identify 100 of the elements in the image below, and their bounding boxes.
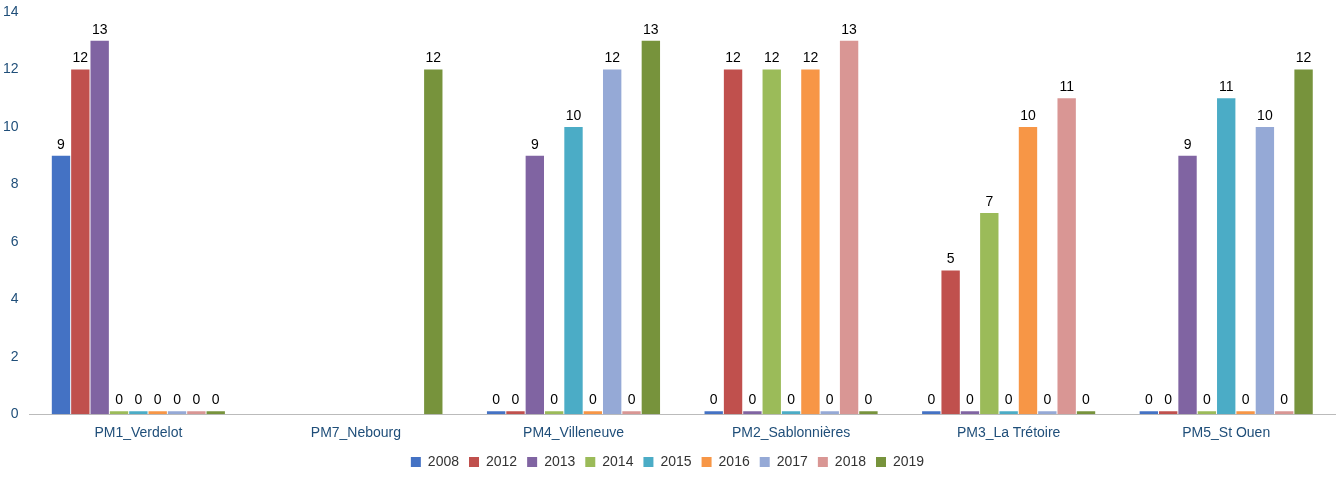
bar bbox=[90, 40, 109, 415]
data-label: 5 bbox=[946, 250, 955, 267]
data-label: 12 bbox=[1295, 49, 1312, 66]
legend-label: 2018 bbox=[834, 452, 867, 469]
bar bbox=[960, 411, 980, 415]
bar bbox=[1178, 155, 1197, 415]
data-label: 10 bbox=[1257, 106, 1273, 123]
legend-label: 2019 bbox=[893, 452, 925, 469]
legend-label: 2015 bbox=[660, 452, 692, 469]
bar bbox=[1236, 411, 1255, 415]
bar bbox=[762, 69, 781, 415]
data-label: 13 bbox=[91, 20, 108, 37]
bar bbox=[129, 411, 148, 415]
data-label: 0 bbox=[134, 391, 143, 408]
x-tick-label: PM3_La Trétoire bbox=[956, 424, 1061, 441]
data-label: 0 bbox=[825, 391, 834, 408]
data-label: 0 bbox=[627, 391, 636, 408]
bar bbox=[820, 411, 839, 415]
bar bbox=[1057, 98, 1076, 415]
bar bbox=[187, 411, 206, 415]
bar bbox=[583, 411, 603, 415]
data-label: 0 bbox=[1241, 391, 1250, 408]
bar bbox=[71, 69, 90, 415]
bar bbox=[1275, 411, 1294, 415]
y-tick-label: 0 bbox=[10, 405, 19, 422]
y-tick-label: 6 bbox=[10, 232, 19, 249]
data-label: 0 bbox=[492, 391, 501, 408]
bar bbox=[486, 411, 506, 415]
bar bbox=[641, 40, 661, 415]
data-label: 0 bbox=[1280, 391, 1289, 408]
bar bbox=[1139, 411, 1159, 415]
legend-label: 2014 bbox=[602, 452, 634, 469]
bar bbox=[801, 69, 820, 415]
bar bbox=[544, 411, 564, 415]
data-label: 0 bbox=[153, 391, 162, 408]
data-label: 0 bbox=[1144, 391, 1153, 408]
legend-label: 2013 bbox=[544, 452, 576, 469]
bar bbox=[1038, 411, 1057, 415]
data-label: 12 bbox=[802, 49, 819, 66]
data-label: 0 bbox=[192, 391, 201, 408]
bar bbox=[839, 40, 859, 415]
data-label: 13 bbox=[643, 20, 659, 37]
bar bbox=[1076, 411, 1096, 415]
bar bbox=[206, 411, 225, 415]
data-label: 11 bbox=[1218, 78, 1234, 95]
data-label: 0 bbox=[511, 391, 520, 408]
data-label: 9 bbox=[530, 135, 539, 152]
y-tick-label: 10 bbox=[2, 117, 19, 134]
bar bbox=[424, 69, 443, 415]
data-label: 0 bbox=[748, 391, 757, 408]
data-label: 0 bbox=[550, 391, 559, 408]
data-label: 9 bbox=[57, 135, 66, 152]
bar bbox=[148, 411, 167, 415]
bar bbox=[859, 411, 878, 415]
bar bbox=[999, 411, 1018, 415]
x-tick-label: PM4_Villeneuve bbox=[523, 424, 625, 441]
data-label: 0 bbox=[966, 391, 975, 408]
data-label: 0 bbox=[1082, 391, 1091, 408]
data-label: 10 bbox=[565, 106, 582, 123]
data-label: 12 bbox=[725, 49, 742, 66]
legend-label: 2017 bbox=[776, 452, 809, 469]
data-label: 0 bbox=[709, 391, 718, 408]
bar bbox=[51, 155, 71, 415]
bar bbox=[109, 411, 129, 415]
x-tick-label: PM7_Nebourg bbox=[310, 424, 402, 441]
data-label: 0 bbox=[787, 391, 796, 408]
bar bbox=[1294, 69, 1313, 415]
data-label: 12 bbox=[425, 49, 442, 66]
bar bbox=[743, 411, 762, 415]
bar bbox=[564, 126, 583, 415]
data-label: 0 bbox=[115, 391, 124, 408]
bar bbox=[506, 411, 525, 415]
legend-label: 2008 bbox=[427, 452, 460, 469]
data-label: 12 bbox=[604, 49, 621, 66]
x-tick-label: PM1_Verdelot bbox=[94, 424, 183, 441]
y-tick-label: 4 bbox=[10, 290, 19, 307]
data-label: 0 bbox=[864, 391, 873, 408]
y-tick-label: 2 bbox=[10, 347, 19, 364]
data-label: 13 bbox=[841, 20, 858, 37]
bar bbox=[704, 411, 723, 415]
data-label: 0 bbox=[588, 391, 597, 408]
data-label: 0 bbox=[211, 391, 220, 408]
legend-label: 2012 bbox=[485, 452, 518, 469]
y-tick-label: 8 bbox=[10, 175, 19, 192]
bar bbox=[602, 69, 622, 415]
bar bbox=[941, 270, 960, 415]
data-label: 0 bbox=[1202, 391, 1211, 408]
data-label: 11 bbox=[1059, 78, 1075, 95]
bar bbox=[1255, 126, 1275, 415]
bar bbox=[525, 155, 545, 415]
x-tick-label: PM2_Sablonnières bbox=[731, 424, 851, 441]
legend-label: 2016 bbox=[718, 452, 750, 469]
data-label: 0 bbox=[1004, 391, 1013, 408]
data-label: 0 bbox=[927, 391, 936, 408]
data-label: 12 bbox=[763, 49, 780, 66]
bar bbox=[1197, 411, 1217, 415]
bar bbox=[1217, 98, 1236, 415]
data-label: 0 bbox=[1164, 391, 1173, 408]
data-label: 0 bbox=[173, 391, 182, 408]
bar bbox=[1159, 411, 1178, 415]
